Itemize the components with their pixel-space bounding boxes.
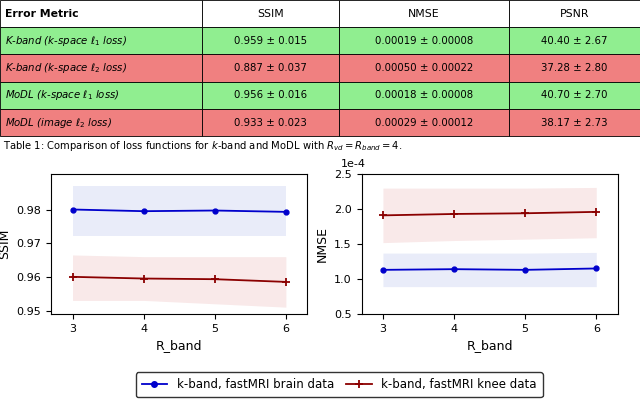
Text: 38.17 ± 2.73: 38.17 ± 2.73 [541,117,607,128]
Text: 0.887 ± 0.037: 0.887 ± 0.037 [234,63,307,73]
Bar [0,82,202,109]
Bar [202,54,339,82]
Text: K-band (k-space $\ell_1$ loss): K-band (k-space $\ell_1$ loss) [5,34,127,48]
Text: Table 1: Comparison of loss functions for $k$-band and MoDL with $R_{vd} = R_{ba: Table 1: Comparison of loss functions fo… [3,139,403,153]
Bar [202,27,339,54]
Bar [339,0,509,27]
Bar [0,0,202,27]
Bar [509,109,640,136]
X-axis label: R_band: R_band [156,339,202,352]
Text: K-band (k-space $\ell_2$ loss): K-band (k-space $\ell_2$ loss) [5,61,127,75]
Text: MoDL (k-space $\ell_1$ loss): MoDL (k-space $\ell_1$ loss) [5,88,120,102]
Text: Error Metric: Error Metric [5,9,79,19]
Text: MoDL (image $\ell_2$ loss): MoDL (image $\ell_2$ loss) [5,115,112,130]
Text: NMSE: NMSE [408,9,440,19]
Text: 0.00050 ± 0.00022: 0.00050 ± 0.00022 [375,63,473,73]
Text: 0.00019 ± 0.00008: 0.00019 ± 0.00008 [375,36,473,46]
Text: 0.00018 ± 0.00008: 0.00018 ± 0.00008 [375,90,473,100]
Bar [339,82,509,109]
Bar [509,0,640,27]
Bar [509,27,640,54]
X-axis label: R_band: R_band [467,339,513,352]
Y-axis label: NMSE: NMSE [316,226,328,262]
Bar [339,27,509,54]
Text: PSNR: PSNR [559,9,589,19]
Bar [509,82,640,109]
Y-axis label: SSIM: SSIM [0,229,11,259]
Text: 0.959 ± 0.015: 0.959 ± 0.015 [234,36,307,46]
Bar [0,27,202,54]
Bar [202,0,339,27]
Text: 40.70 ± 2.70: 40.70 ± 2.70 [541,90,607,100]
Bar [202,109,339,136]
Text: 0.956 ± 0.016: 0.956 ± 0.016 [234,90,307,100]
Text: SSIM: SSIM [257,9,284,19]
Bar [0,54,202,82]
Text: 0.00029 ± 0.00012: 0.00029 ± 0.00012 [375,117,473,128]
Text: 37.28 ± 2.80: 37.28 ± 2.80 [541,63,607,73]
Text: 1e-4: 1e-4 [341,159,366,168]
Text: 0.933 ± 0.023: 0.933 ± 0.023 [234,117,307,128]
Bar [339,54,509,82]
Legend: k-band, fastMRI brain data, k-band, fastMRI knee data: k-band, fastMRI brain data, k-band, fast… [136,372,543,397]
Bar [0,109,202,136]
Bar [339,109,509,136]
Bar [202,82,339,109]
Text: 40.40 ± 2.67: 40.40 ± 2.67 [541,36,607,46]
Bar [509,54,640,82]
